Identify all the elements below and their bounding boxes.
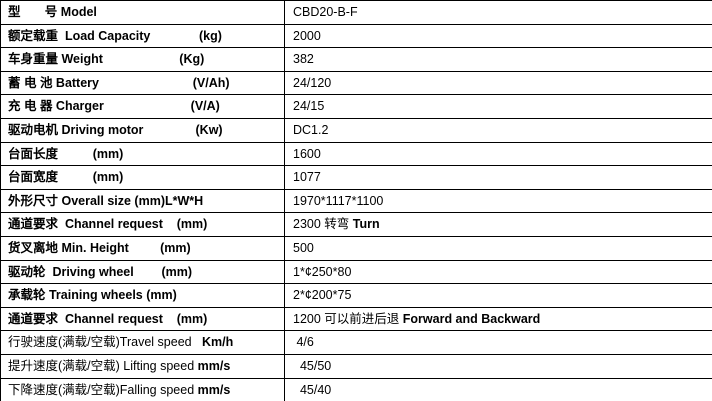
spec-label-cell: 额定载重 Load Capacity (kg) xyxy=(0,23,285,49)
spec-label-cell: 通道要求 Channel request (mm) xyxy=(0,306,285,332)
label-text: mm/s xyxy=(197,382,231,397)
label-text: 台面宽度 (mm) xyxy=(8,170,124,185)
label-text: 行驶速度(满载/空载)Travel speed xyxy=(8,335,192,350)
spec-value-cell: 2000 xyxy=(284,23,712,49)
value-text: 500 xyxy=(293,240,314,255)
spec-value-cell: 24/15 xyxy=(284,94,712,119)
label-text: 承载轮 Training wheels (mm) xyxy=(8,288,177,303)
spec-label-cell: 蓄 电 池 Battery (V/Ah) xyxy=(0,70,285,96)
spec-row: 外形尺寸 Overall size (mm)L*W*H 1970*1117*110… xyxy=(0,188,712,214)
spec-label-cell: 台面长度 (mm) xyxy=(0,141,285,167)
label-text: 充 电 器 Charger (V/A) xyxy=(8,99,220,114)
spec-row: 蓄 电 池 Battery (V/Ah) 24/120 xyxy=(0,70,712,96)
value-text: 45/40 xyxy=(293,382,332,397)
spec-row: 提升速度(满载/空载) Lifting speed mm/s 45/50 xyxy=(0,353,712,379)
spec-row: 型 号 Model CBD20-B-F xyxy=(0,0,712,25)
label-text: 货叉离地 Min. Height (mm) xyxy=(8,240,191,255)
spec-label-cell: 外形尺寸 Overall size (mm)L*W*H xyxy=(0,188,285,214)
label-text: 下降速度(满载/空载)Falling speed xyxy=(8,382,198,397)
label-text: 驱动轮 Driving wheel (mm) xyxy=(8,264,193,279)
value-text: 1*¢250*80 xyxy=(293,264,352,279)
spec-value-cell: DC1.2 xyxy=(284,117,712,143)
spec-row: 额定载重 Load Capacity (kg) 2000 xyxy=(0,23,712,49)
spec-label-cell: 货叉离地 Min. Height (mm) xyxy=(0,235,285,261)
value-text: 1200 可以前进后退 xyxy=(293,311,403,326)
spec-row: 驱动轮 Driving wheel (mm) 1*¢250*80 xyxy=(0,259,712,285)
spec-value-cell: 45/40 xyxy=(284,377,712,401)
label-text: 外形尺寸 Overall size (mm)L*W*H xyxy=(8,193,204,208)
label-text: Km/h xyxy=(191,335,234,350)
value-text: 2*¢200*75 xyxy=(293,288,352,303)
value-text: 382 xyxy=(293,52,314,67)
spec-label-cell: 提升速度(满载/空载) Lifting speed mm/s xyxy=(0,353,285,379)
spec-value-cell: 45/50 xyxy=(284,353,712,379)
label-text: mm/s xyxy=(197,358,231,373)
value-text: 4/6 xyxy=(293,335,314,350)
value-text: 2300 转弯 xyxy=(293,217,353,232)
value-text: 24/15 xyxy=(293,99,325,114)
spec-label-cell: 驱动轮 Driving wheel (mm) xyxy=(0,259,285,285)
spec-row: 台面长度 (mm) 1600 xyxy=(0,141,712,167)
value-text: 1600 xyxy=(293,146,321,161)
spec-label-cell: 充 电 器 Charger (V/A) xyxy=(0,94,285,119)
spec-label-cell: 台面宽度 (mm) xyxy=(0,165,285,190)
label-text: 车身重量 Weight (Kg) xyxy=(8,52,205,67)
label-text: 通道要求 Channel request (mm) xyxy=(8,311,208,326)
spec-value-cell: 1*¢250*80 xyxy=(284,259,712,285)
label-text: 通道要求 Channel request (mm) xyxy=(8,217,208,232)
value-text: 1970*1117*1100 xyxy=(293,193,384,208)
spec-label-cell: 通道要求 Channel request (mm) xyxy=(0,212,285,237)
value-text: Turn xyxy=(352,217,380,232)
spec-value-cell: 1077 xyxy=(284,165,712,190)
spec-value-cell: 2*¢200*75 xyxy=(284,283,712,308)
spec-row: 驱动电机 Driving motor (Kw) DC1.2 xyxy=(0,117,712,143)
label-text: 型 号 Model xyxy=(8,5,97,20)
spec-label-cell: 型 号 Model xyxy=(0,0,285,25)
spec-value-cell: 1600 xyxy=(284,141,712,167)
label-text: 蓄 电 池 Battery (V/Ah) xyxy=(8,75,230,90)
spec-row: 货叉离地 Min. Height (mm) 500 xyxy=(0,235,712,261)
spec-label-cell: 下降速度(满载/空载)Falling speed mm/s xyxy=(0,377,285,401)
value-text: 1077 xyxy=(293,170,321,185)
spec-label-cell: 驱动电机 Driving motor (Kw) xyxy=(0,117,285,143)
value-text: Forward and Backward xyxy=(402,311,541,326)
spec-row: 通道要求 Channel request (mm) 1200 可以前进后退 For… xyxy=(0,306,712,332)
spec-row: 车身重量 Weight (Kg) 382 xyxy=(0,47,712,72)
spec-row: 承载轮 Training wheels (mm) 2*¢200*75 xyxy=(0,283,712,308)
spec-row: 行驶速度(满载/空载)Travel speed Km/h 4/6 xyxy=(0,330,712,355)
spec-label-cell: 行驶速度(满载/空载)Travel speed Km/h xyxy=(0,330,285,355)
spec-value-cell: 500 xyxy=(284,235,712,261)
label-text: 提升速度(满载/空载) Lifting speed xyxy=(8,358,198,373)
value-text: DC1.2 xyxy=(293,123,329,138)
value-text: 2000 xyxy=(293,28,321,43)
spec-value-cell: 1970*1117*1100 xyxy=(284,188,712,214)
value-text: 45/50 xyxy=(293,358,332,373)
value-text: 24/120 xyxy=(293,75,332,90)
spec-row: 通道要求 Channel request (mm) 2300 转弯 Turn xyxy=(0,212,712,237)
spec-value-cell: 1200 可以前进后退 Forward and Backward xyxy=(284,306,712,332)
label-text: 驱动电机 Driving motor (Kw) xyxy=(8,123,223,138)
label-text: 台面长度 (mm) xyxy=(8,146,124,161)
spec-value-cell: 382 xyxy=(284,47,712,72)
value-text: CBD20-B-F xyxy=(293,5,358,20)
spec-label-cell: 车身重量 Weight (Kg) xyxy=(0,47,285,72)
spec-value-cell: 24/120 xyxy=(284,70,712,96)
spec-value-cell: CBD20-B-F xyxy=(284,0,712,25)
spec-row: 台面宽度 (mm) 1077 xyxy=(0,165,712,190)
spec-row: 下降速度(满载/空载)Falling speed mm/s 45/40 xyxy=(0,377,712,401)
label-text: 额定载重 Load Capacity (kg) xyxy=(8,28,222,43)
spec-label-cell: 承载轮 Training wheels (mm) xyxy=(0,283,285,308)
spec-value-cell: 4/6 xyxy=(284,330,712,355)
spec-value-cell: 2300 转弯 Turn xyxy=(284,212,712,237)
spec-row: 充 电 器 Charger (V/A) 24/15 xyxy=(0,94,712,119)
